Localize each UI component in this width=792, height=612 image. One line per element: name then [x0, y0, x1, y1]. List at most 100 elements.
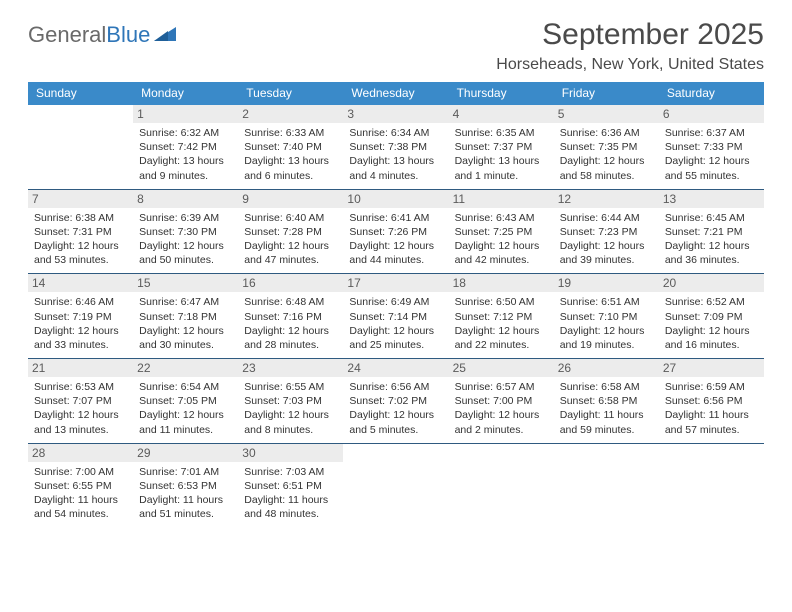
daylight-text: and 25 minutes. [349, 338, 442, 352]
location-text: Horseheads, New York, United States [496, 56, 764, 74]
daylight-text: Daylight: 11 hours [560, 408, 653, 422]
daylight-text: and 4 minutes. [349, 169, 442, 183]
daylight-text: and 54 minutes. [34, 507, 127, 521]
sunrise-text: Sunrise: 6:59 AM [665, 380, 758, 394]
daylight-text: Daylight: 12 hours [560, 239, 653, 253]
sunset-text: Sunset: 6:55 PM [34, 479, 127, 493]
daylight-text: and 28 minutes. [244, 338, 337, 352]
daylight-text: Daylight: 12 hours [349, 239, 442, 253]
sunrise-text: Sunrise: 6:32 AM [139, 126, 232, 140]
day-cell: 26Sunrise: 6:58 AMSunset: 6:58 PMDayligh… [554, 359, 659, 443]
sunrise-text: Sunrise: 7:00 AM [34, 465, 127, 479]
sunrise-text: Sunrise: 6:40 AM [244, 211, 337, 225]
sunrise-text: Sunrise: 6:49 AM [349, 295, 442, 309]
sunset-text: Sunset: 7:37 PM [455, 140, 548, 154]
daylight-text: Daylight: 12 hours [349, 324, 442, 338]
sunrise-text: Sunrise: 6:50 AM [455, 295, 548, 309]
daylight-text: Daylight: 11 hours [665, 408, 758, 422]
daylight-text: and 51 minutes. [139, 507, 232, 521]
daylight-text: Daylight: 11 hours [34, 493, 127, 507]
week-row: 1Sunrise: 6:32 AMSunset: 7:42 PMDaylight… [28, 105, 764, 190]
daylight-text: and 30 minutes. [139, 338, 232, 352]
day-number: 6 [659, 105, 764, 123]
sunset-text: Sunset: 7:28 PM [244, 225, 337, 239]
day-cell: 11Sunrise: 6:43 AMSunset: 7:25 PMDayligh… [449, 190, 554, 274]
weekday-header: Wednesday [343, 82, 448, 105]
sunrise-text: Sunrise: 6:55 AM [244, 380, 337, 394]
week-row: 21Sunrise: 6:53 AMSunset: 7:07 PMDayligh… [28, 359, 764, 444]
day-number: 9 [238, 190, 343, 208]
sunrise-text: Sunrise: 6:53 AM [34, 380, 127, 394]
sunset-text: Sunset: 7:16 PM [244, 310, 337, 324]
day-cell-empty [659, 444, 764, 528]
sunset-text: Sunset: 7:07 PM [34, 394, 127, 408]
day-number: 4 [449, 105, 554, 123]
day-cell: 6Sunrise: 6:37 AMSunset: 7:33 PMDaylight… [659, 105, 764, 189]
sunrise-text: Sunrise: 6:41 AM [349, 211, 442, 225]
daylight-text: Daylight: 12 hours [34, 408, 127, 422]
sunset-text: Sunset: 7:09 PM [665, 310, 758, 324]
daylight-text: and 48 minutes. [244, 507, 337, 521]
day-number: 22 [133, 359, 238, 377]
weekday-header: Thursday [449, 82, 554, 105]
sunset-text: Sunset: 7:00 PM [455, 394, 548, 408]
daylight-text: and 47 minutes. [244, 253, 337, 267]
day-cell: 3Sunrise: 6:34 AMSunset: 7:38 PMDaylight… [343, 105, 448, 189]
daylight-text: and 57 minutes. [665, 423, 758, 437]
week-row: 14Sunrise: 6:46 AMSunset: 7:19 PMDayligh… [28, 274, 764, 359]
day-cell: 13Sunrise: 6:45 AMSunset: 7:21 PMDayligh… [659, 190, 764, 274]
sunrise-text: Sunrise: 6:48 AM [244, 295, 337, 309]
sunrise-text: Sunrise: 6:39 AM [139, 211, 232, 225]
weekday-header: Monday [133, 82, 238, 105]
daylight-text: Daylight: 12 hours [139, 239, 232, 253]
day-number: 12 [554, 190, 659, 208]
weekday-header: Saturday [659, 82, 764, 105]
sunset-text: Sunset: 7:03 PM [244, 394, 337, 408]
daylight-text: and 2 minutes. [455, 423, 548, 437]
day-cell: 4Sunrise: 6:35 AMSunset: 7:37 PMDaylight… [449, 105, 554, 189]
daylight-text: Daylight: 12 hours [455, 324, 548, 338]
brand-triangle-icon [154, 25, 176, 46]
daylight-text: Daylight: 12 hours [349, 408, 442, 422]
sunrise-text: Sunrise: 6:38 AM [34, 211, 127, 225]
day-number: 23 [238, 359, 343, 377]
day-cell: 30Sunrise: 7:03 AMSunset: 6:51 PMDayligh… [238, 444, 343, 528]
day-number: 21 [28, 359, 133, 377]
daylight-text: and 55 minutes. [665, 169, 758, 183]
page-header: GeneralBlue September 2025 Horseheads, N… [28, 18, 764, 74]
calendar-page: GeneralBlue September 2025 Horseheads, N… [0, 0, 792, 612]
day-cell: 23Sunrise: 6:55 AMSunset: 7:03 PMDayligh… [238, 359, 343, 443]
day-number: 19 [554, 274, 659, 292]
daylight-text: and 6 minutes. [244, 169, 337, 183]
day-number: 17 [343, 274, 448, 292]
day-number: 16 [238, 274, 343, 292]
sunrise-text: Sunrise: 6:37 AM [665, 126, 758, 140]
week-row: 7Sunrise: 6:38 AMSunset: 7:31 PMDaylight… [28, 190, 764, 275]
sunrise-text: Sunrise: 7:03 AM [244, 465, 337, 479]
day-number: 3 [343, 105, 448, 123]
sunset-text: Sunset: 7:42 PM [139, 140, 232, 154]
sunset-text: Sunset: 7:18 PM [139, 310, 232, 324]
day-cell: 8Sunrise: 6:39 AMSunset: 7:30 PMDaylight… [133, 190, 238, 274]
brand-logo: GeneralBlue [28, 18, 176, 48]
sunrise-text: Sunrise: 6:45 AM [665, 211, 758, 225]
day-number: 5 [554, 105, 659, 123]
day-number: 1 [133, 105, 238, 123]
day-cell-empty [28, 105, 133, 189]
daylight-text: and 33 minutes. [34, 338, 127, 352]
day-number: 14 [28, 274, 133, 292]
day-cell: 17Sunrise: 6:49 AMSunset: 7:14 PMDayligh… [343, 274, 448, 358]
daylight-text: and 42 minutes. [455, 253, 548, 267]
sunrise-text: Sunrise: 7:01 AM [139, 465, 232, 479]
sunset-text: Sunset: 7:26 PM [349, 225, 442, 239]
daylight-text: Daylight: 11 hours [244, 493, 337, 507]
sunset-text: Sunset: 7:30 PM [139, 225, 232, 239]
day-cell: 5Sunrise: 6:36 AMSunset: 7:35 PMDaylight… [554, 105, 659, 189]
sunrise-text: Sunrise: 6:36 AM [560, 126, 653, 140]
sunrise-text: Sunrise: 6:46 AM [34, 295, 127, 309]
daylight-text: and 5 minutes. [349, 423, 442, 437]
sunrise-text: Sunrise: 6:56 AM [349, 380, 442, 394]
month-title: September 2025 [496, 18, 764, 52]
day-number: 24 [343, 359, 448, 377]
daylight-text: Daylight: 12 hours [139, 408, 232, 422]
